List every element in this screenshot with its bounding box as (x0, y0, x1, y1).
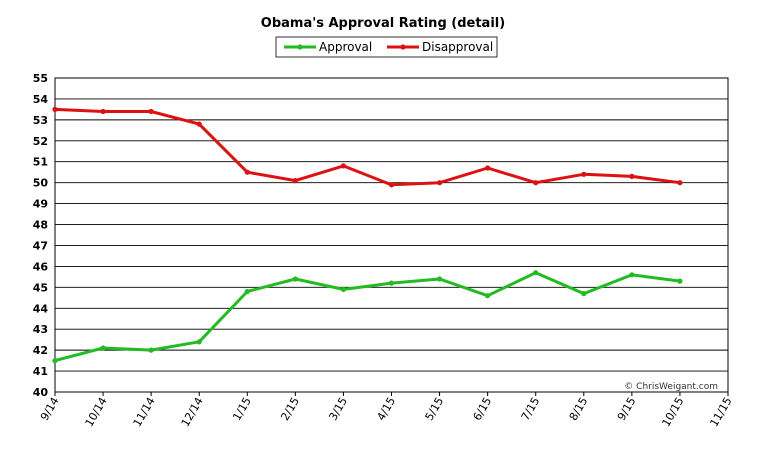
x-tick-label: 9/15 (615, 395, 639, 423)
y-tick-label: 55 (33, 72, 48, 85)
x-tick-label: 8/15 (567, 395, 591, 423)
x-tick-label: 12/14 (179, 395, 206, 429)
x-tick-label: 3/15 (326, 395, 350, 423)
chart-title: Obama's Approval Rating (detail) (261, 16, 505, 31)
series-line (54, 107, 681, 187)
y-tick-label: 42 (33, 344, 48, 357)
x-tick-label: 10/14 (83, 395, 110, 429)
data-point (629, 173, 635, 179)
y-axis-ticks: 40 41 42 43 44 45 46 47 48 49 50 51 52 53 54 55 (33, 72, 49, 399)
x-tick-label: 10/15 (659, 395, 686, 429)
y-tick-label: 43 (33, 323, 48, 336)
data-point (437, 180, 443, 186)
x-tick-label: 1/15 (230, 395, 254, 423)
data-point (533, 270, 539, 276)
y-tick-label: 44 (33, 302, 49, 315)
data-point (100, 345, 106, 351)
grid-lines (54, 77, 729, 393)
data-point (581, 291, 587, 297)
data-point (340, 163, 346, 169)
series-approval (52, 270, 683, 364)
y-tick-label: 50 (33, 177, 49, 190)
series-lines (52, 106, 683, 364)
data-point (533, 180, 539, 186)
y-tick-label: 52 (33, 135, 48, 148)
data-point (677, 278, 683, 284)
y-tick-label: 54 (33, 93, 49, 106)
y-tick-label: 47 (33, 239, 48, 252)
y-tick-label: 40 (33, 386, 49, 399)
x-tick-label: 11/15 (707, 395, 734, 429)
plot-area (54, 77, 729, 393)
data-point (340, 286, 346, 292)
data-point (244, 288, 250, 295)
x-tick-label: 2/15 (278, 395, 302, 423)
data-point (485, 165, 491, 171)
y-tick-label: 49 (33, 198, 48, 211)
data-point (629, 272, 635, 278)
x-tick-label: 11/14 (131, 395, 158, 429)
series-disapproval (52, 106, 683, 188)
x-tick-label: 7/15 (519, 395, 543, 423)
y-tick-label: 53 (33, 114, 48, 127)
data-point (196, 339, 202, 345)
y-tick-label: 51 (33, 156, 48, 169)
watermark: © ChrisWeigant.com (624, 382, 718, 392)
data-point (388, 280, 395, 286)
data-point (292, 178, 298, 184)
legend-box (275, 36, 498, 58)
data-point (485, 293, 491, 299)
y-tick-label: 46 (33, 260, 49, 273)
data-point (100, 108, 106, 115)
y-tick-label: 48 (33, 219, 48, 232)
legend-marker (400, 44, 406, 50)
x-tick-label: 6/15 (471, 395, 495, 423)
data-point (148, 108, 154, 115)
y-tick-label: 45 (33, 281, 48, 294)
data-point (52, 106, 58, 112)
y-tick-label: 41 (33, 365, 48, 378)
data-point (52, 358, 58, 364)
x-axis-ticks: 9/14 10/14 11/14 12/14 1/15 2/15 3/15 4/15 5/15 6… (38, 392, 735, 429)
data-point (437, 276, 443, 282)
legend-label: Approval (319, 40, 372, 54)
data-point (292, 276, 298, 282)
x-tick-label: 9/14 (38, 395, 62, 423)
data-point (148, 347, 154, 353)
data-point (581, 171, 587, 177)
x-tick-label: 5/15 (423, 395, 447, 423)
legend: Approval Disapproval (275, 36, 498, 58)
x-tick-label: 4/15 (374, 395, 398, 423)
data-point (388, 182, 395, 188)
data-point (196, 121, 202, 127)
data-point (677, 180, 683, 186)
data-point (244, 169, 250, 175)
legend-marker (297, 44, 303, 50)
series-line (54, 271, 681, 363)
legend-label: Disapproval (422, 40, 493, 54)
